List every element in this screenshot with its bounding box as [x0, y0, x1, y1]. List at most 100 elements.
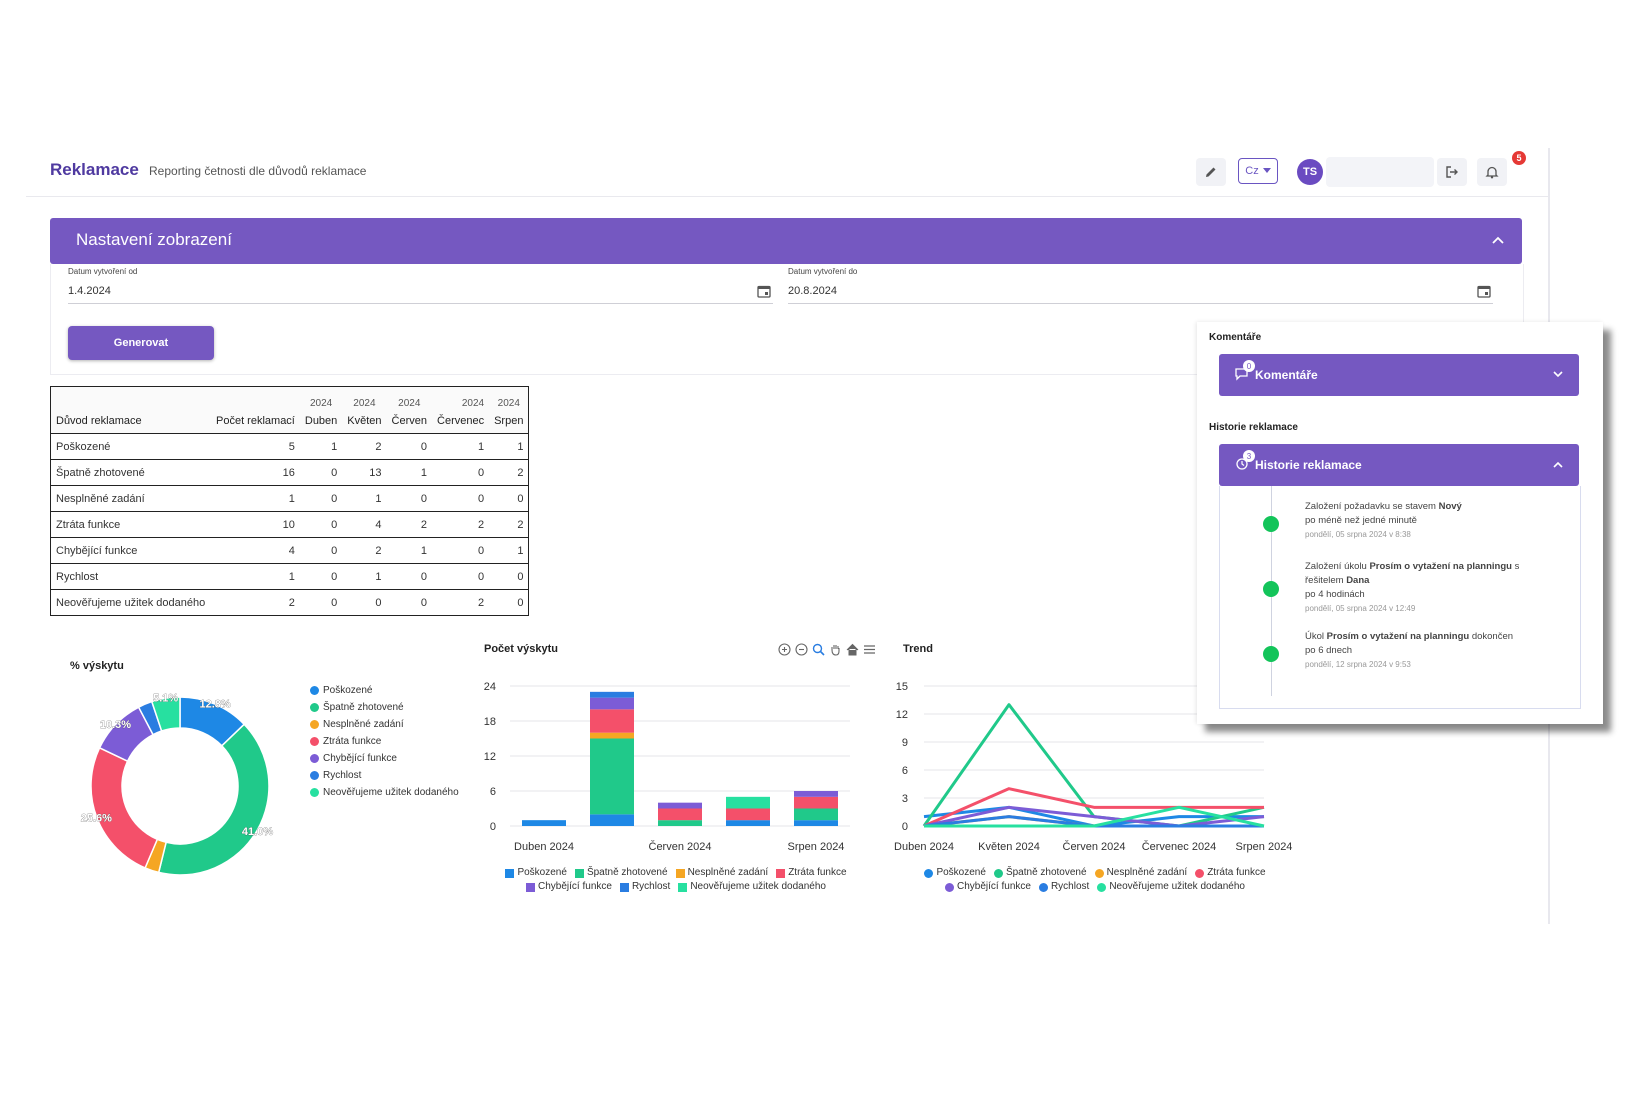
y-tick-label: 12	[896, 709, 908, 721]
legend-item[interactable]: Neověřujeme užitek dodaného	[1097, 880, 1245, 894]
line-chart: 0 3 6 9 12 15 Duben 2024 Květen 2024 Červen 2024…	[894, 681, 1292, 853]
bar-segment[interactable]	[590, 732, 634, 739]
legend-item[interactable]: Ztráta funkce	[1195, 866, 1266, 880]
count-cell: 2	[432, 589, 490, 616]
count-cell: 1	[432, 433, 490, 460]
side-panel: Komentáře 0 Komentáře Historie reklamace…	[1197, 322, 1603, 724]
count-cell: 2	[211, 589, 300, 616]
bar-segment[interactable]	[658, 820, 702, 826]
y-tick-label: 24	[484, 681, 496, 693]
legend-item[interactable]: Špatně zhotovené	[993, 866, 1087, 880]
menu-icon[interactable]	[863, 643, 876, 656]
count-cell: 0	[386, 563, 433, 590]
y-tick-label: 6	[902, 765, 908, 777]
legend-item[interactable]: Nesplněné zadání	[675, 866, 768, 880]
notifications-button[interactable]	[1477, 158, 1507, 186]
settings-panel-header[interactable]: Nastavení zobrazení	[50, 218, 1522, 264]
chevron-down-icon[interactable]	[1553, 371, 1563, 378]
legend-item[interactable]: Poškozené	[505, 866, 567, 880]
y-tick-label: 3	[902, 793, 908, 805]
date-to-label: Datum vytvoření do	[788, 267, 858, 276]
legend-item[interactable]: Rychlost	[310, 767, 459, 784]
zoom-in-icon[interactable]	[778, 643, 791, 656]
generate-button[interactable]: Generovat	[68, 326, 214, 360]
count-cell: 0	[342, 589, 387, 616]
y-tick-label: 0	[490, 821, 496, 833]
line-series[interactable]	[923, 787, 1264, 828]
user-name-area[interactable]	[1326, 157, 1434, 187]
bar-segment[interactable]	[590, 814, 634, 826]
date-from-field[interactable]: 1.4.2024	[68, 285, 111, 297]
table-row: Ztráta funkce 10 0 4 2 2 2	[50, 511, 529, 538]
bar-segment[interactable]	[726, 808, 770, 821]
pie-chart: 12.8% 41.0% 25.6% 10.3% 5.1%	[80, 692, 274, 876]
table-row: Nesplněné zadání 1 0 1 0 0 0	[50, 485, 529, 512]
legend-item[interactable]: Rychlost	[1038, 880, 1089, 894]
legend-item[interactable]: Nesplněné zadání	[310, 716, 459, 733]
legend-item[interactable]: Poškozené	[924, 866, 986, 880]
zoom-out-icon[interactable]	[795, 643, 808, 656]
home-reset-icon[interactable]	[846, 643, 859, 656]
legend-marker	[675, 868, 685, 878]
event-time: pondělí, 12 srpna 2024 v 9:53	[1305, 660, 1411, 669]
pie-chart-legend: Poškozené Špatně zhotovené Nesplněné zadán…	[310, 682, 459, 801]
line-series[interactable]	[924, 805, 1265, 828]
line-series[interactable]	[923, 805, 1265, 828]
bar-segment[interactable]	[590, 738, 634, 815]
legend-item[interactable]: Poškozené	[310, 682, 459, 699]
logout-button[interactable]	[1437, 158, 1467, 186]
legend-item[interactable]: Neověřujeme užitek dodaného	[310, 784, 459, 801]
comments-accordion-header[interactable]: 0 Komentáře	[1219, 354, 1579, 396]
selection-zoom-icon[interactable]	[812, 643, 825, 656]
language-select[interactable]: Cz	[1238, 158, 1278, 184]
legend-item[interactable]: Rychlost	[619, 880, 670, 894]
bar-segment[interactable]	[590, 691, 634, 698]
bar-segment[interactable]	[658, 808, 702, 821]
chevron-up-icon[interactable]	[1492, 236, 1504, 244]
legend-item[interactable]: Chybějící funkce	[310, 750, 459, 767]
bar-segment[interactable]	[590, 709, 634, 733]
event-text: Úkol	[1305, 631, 1327, 642]
pie-data-label: 5.1%	[153, 693, 178, 705]
count-cell: 1	[386, 537, 433, 564]
bar-segment[interactable]	[794, 820, 838, 826]
bar-segment[interactable]	[794, 796, 838, 809]
legend-marker	[310, 686, 319, 695]
edit-button[interactable]	[1196, 158, 1226, 186]
pie-slice[interactable]	[157, 723, 270, 876]
legend-item[interactable]: Neověřujeme užitek dodaného	[678, 880, 826, 894]
calendar-icon[interactable]	[757, 284, 771, 303]
legend-item[interactable]: Nesplněné zadání	[1094, 866, 1187, 880]
pan-hand-icon[interactable]	[829, 643, 842, 656]
bar-segment[interactable]	[590, 697, 634, 710]
legend-item[interactable]: Špatně zhotovené	[574, 866, 668, 880]
calendar-icon[interactable]	[1477, 284, 1491, 303]
legend-marker	[619, 882, 629, 892]
history-accordion-header[interactable]: 3 Historie reklamace	[1219, 444, 1579, 486]
count-cell: 2	[342, 537, 387, 564]
legend-item[interactable]: Ztráta funkce	[776, 866, 847, 880]
legend-item[interactable]: Ztráta funkce	[310, 733, 459, 750]
bar-segment[interactable]	[794, 808, 838, 821]
count-cell: 0	[386, 485, 433, 512]
bar-chart-legend: Poškozené Špatně zhotovené Nesplněné zadán…	[496, 866, 856, 894]
bar-segment[interactable]	[794, 791, 838, 797]
legend-item[interactable]: Špatně zhotovené	[310, 699, 459, 716]
date-to-field[interactable]: 20.8.2024	[788, 285, 837, 297]
bell-icon	[1485, 166, 1499, 179]
avatar[interactable]: TS	[1297, 159, 1323, 185]
legend-item[interactable]: Chybějící funkce	[526, 880, 612, 894]
legend-marker	[678, 882, 688, 892]
chevron-up-icon[interactable]	[1553, 461, 1563, 468]
pie-slice[interactable]	[150, 696, 181, 732]
legend-label: Poškozené	[936, 867, 986, 878]
legend-label: Nesplněné zadání	[323, 719, 404, 730]
pie-slice[interactable]	[90, 746, 159, 869]
legend-marker	[310, 737, 319, 746]
bar-segment[interactable]	[726, 820, 770, 826]
legend-item[interactable]: Chybějící funkce	[945, 880, 1031, 894]
bar-segment[interactable]	[658, 802, 702, 809]
year-header-cell: 2024	[353, 398, 376, 409]
bar-segment[interactable]	[726, 796, 770, 809]
bar-segment[interactable]	[522, 820, 566, 826]
